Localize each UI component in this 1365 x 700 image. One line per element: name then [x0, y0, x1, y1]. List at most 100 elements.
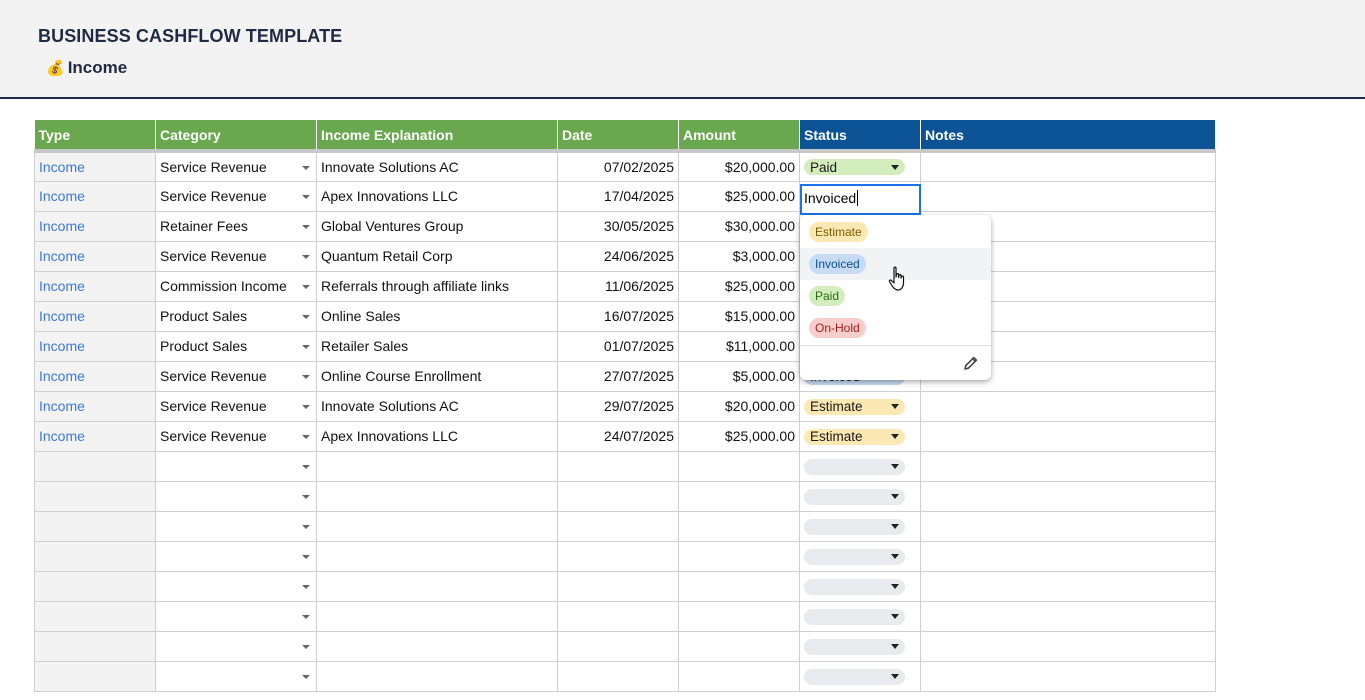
category-cell[interactable]: Commission Income: [155, 270, 317, 302]
date-cell[interactable]: [557, 450, 679, 482]
amount-cell[interactable]: $15,000.00: [678, 300, 800, 332]
date-cell[interactable]: [557, 540, 679, 572]
explanation-cell[interactable]: [316, 660, 558, 692]
date-cell[interactable]: [557, 600, 679, 632]
explanation-cell[interactable]: Innovate Solutions AC: [316, 390, 558, 422]
type-cell[interactable]: [34, 600, 156, 632]
category-cell[interactable]: [155, 600, 317, 632]
notes-cell[interactable]: [920, 660, 1216, 692]
amount-cell[interactable]: $25,000.00: [678, 420, 800, 452]
dropdown-option-paid[interactable]: Paid: [800, 280, 991, 312]
notes-cell[interactable]: [920, 540, 1216, 572]
notes-cell[interactable]: [920, 390, 1216, 422]
type-cell[interactable]: [34, 480, 156, 512]
category-cell[interactable]: [155, 570, 317, 602]
status-cell[interactable]: [799, 540, 921, 572]
dropdown-caret-icon[interactable]: [302, 434, 310, 439]
status-chip[interactable]: [804, 668, 905, 685]
explanation-cell[interactable]: Online Course Enrollment: [316, 360, 558, 392]
type-cell[interactable]: [34, 450, 156, 482]
status-chip[interactable]: Estimate: [804, 398, 905, 415]
type-cell[interactable]: Income: [34, 210, 156, 242]
notes-cell[interactable]: [920, 600, 1216, 632]
explanation-cell[interactable]: Online Sales: [316, 300, 558, 332]
date-cell[interactable]: 17/04/2025: [557, 180, 679, 212]
date-cell[interactable]: [557, 510, 679, 542]
date-cell[interactable]: 01/07/2025: [557, 330, 679, 362]
col-header-date[interactable]: Date: [557, 120, 679, 151]
amount-cell[interactable]: [678, 600, 800, 632]
amount-cell[interactable]: $20,000.00: [678, 149, 800, 182]
explanation-cell[interactable]: [316, 630, 558, 662]
pencil-icon[interactable]: [962, 354, 980, 372]
type-cell[interactable]: [34, 510, 156, 542]
explanation-cell[interactable]: [316, 540, 558, 572]
type-cell[interactable]: Income: [34, 180, 156, 212]
explanation-cell[interactable]: Innovate Solutions AC: [316, 149, 558, 182]
category-cell[interactable]: [155, 510, 317, 542]
type-cell[interactable]: Income: [34, 330, 156, 362]
explanation-cell[interactable]: [316, 480, 558, 512]
category-cell[interactable]: [155, 540, 317, 572]
status-cell[interactable]: [799, 450, 921, 482]
amount-cell[interactable]: [678, 630, 800, 662]
amount-cell[interactable]: [678, 570, 800, 602]
date-cell[interactable]: 24/06/2025: [557, 240, 679, 272]
status-chip[interactable]: [804, 458, 905, 475]
status-chip[interactable]: [804, 548, 905, 565]
col-header-category[interactable]: Category: [155, 120, 317, 151]
status-chip[interactable]: [804, 578, 905, 595]
amount-cell[interactable]: $5,000.00: [678, 360, 800, 392]
col-header-status[interactable]: Status: [799, 120, 921, 151]
amount-cell[interactable]: $3,000.00: [678, 240, 800, 272]
dropdown-caret-icon[interactable]: [302, 584, 310, 589]
explanation-cell[interactable]: [316, 600, 558, 632]
explanation-cell[interactable]: Quantum Retail Corp: [316, 240, 558, 272]
date-cell[interactable]: 27/07/2025: [557, 360, 679, 392]
explanation-cell[interactable]: [316, 510, 558, 542]
date-cell[interactable]: 16/07/2025: [557, 300, 679, 332]
dropdown-option-on-hold[interactable]: On-Hold: [800, 312, 991, 344]
dropdown-option-estimate[interactable]: Estimate: [800, 216, 991, 248]
dropdown-caret-icon[interactable]: [302, 224, 310, 229]
explanation-cell[interactable]: Referrals through affiliate links: [316, 270, 558, 302]
category-cell[interactable]: Service Revenue: [155, 240, 317, 272]
status-cell[interactable]: [799, 600, 921, 632]
amount-cell[interactable]: $25,000.00: [678, 270, 800, 302]
col-header-explanation[interactable]: Income Explanation: [316, 120, 558, 151]
explanation-cell[interactable]: [316, 450, 558, 482]
status-chip[interactable]: Paid: [804, 159, 905, 176]
status-chip[interactable]: [804, 638, 905, 655]
status-chip[interactable]: [804, 488, 905, 505]
category-cell[interactable]: [155, 450, 317, 482]
notes-cell[interactable]: [920, 570, 1216, 602]
type-cell[interactable]: [34, 540, 156, 572]
status-chip[interactable]: [804, 608, 905, 625]
notes-cell[interactable]: [920, 480, 1216, 512]
date-cell[interactable]: 07/02/2025: [557, 149, 679, 182]
category-cell[interactable]: Product Sales: [155, 330, 317, 362]
category-cell[interactable]: [155, 480, 317, 512]
date-cell[interactable]: [557, 660, 679, 692]
col-header-amount[interactable]: Amount: [678, 120, 800, 151]
category-cell[interactable]: Service Revenue: [155, 360, 317, 392]
amount-cell[interactable]: [678, 510, 800, 542]
type-cell[interactable]: [34, 630, 156, 662]
dropdown-caret-icon[interactable]: [302, 344, 310, 349]
category-cell[interactable]: [155, 660, 317, 692]
dropdown-caret-icon[interactable]: [302, 404, 310, 409]
status-chip[interactable]: [804, 518, 905, 535]
dropdown-caret-icon[interactable]: [302, 374, 310, 379]
dropdown-caret-icon[interactable]: [302, 674, 310, 679]
dropdown-caret-icon[interactable]: [302, 554, 310, 559]
dropdown-caret-icon[interactable]: [302, 644, 310, 649]
category-cell[interactable]: Service Revenue: [155, 420, 317, 452]
dropdown-caret-icon[interactable]: [302, 524, 310, 529]
explanation-cell[interactable]: Apex Innovations LLC: [316, 180, 558, 212]
explanation-cell[interactable]: Global Ventures Group: [316, 210, 558, 242]
dropdown-caret-icon[interactable]: [302, 464, 310, 469]
dropdown-caret-icon[interactable]: [302, 494, 310, 499]
amount-cell[interactable]: $30,000.00: [678, 210, 800, 242]
explanation-cell[interactable]: Apex Innovations LLC: [316, 420, 558, 452]
amount-cell[interactable]: $20,000.00: [678, 390, 800, 422]
